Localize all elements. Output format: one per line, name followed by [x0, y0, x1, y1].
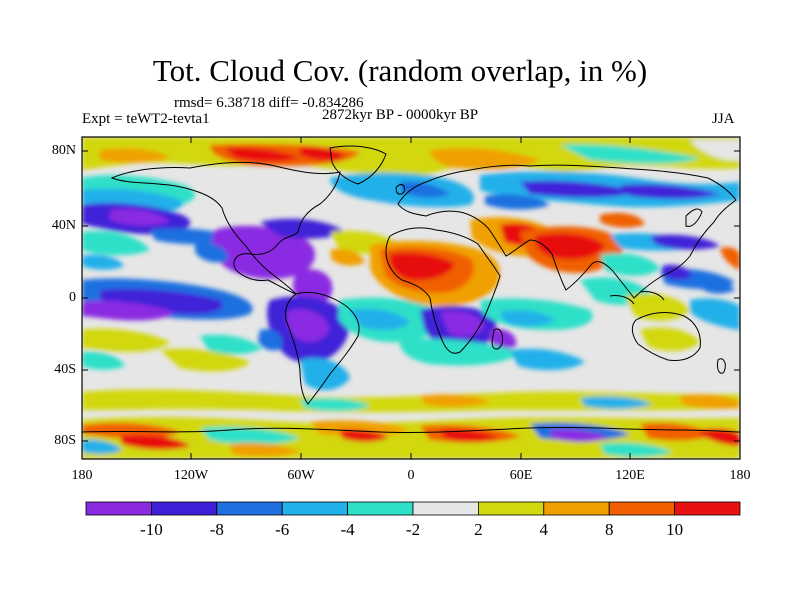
y-tick-label: 40N: [51, 218, 76, 233]
colorbar-label: -10: [140, 520, 163, 539]
x-tick-label: 120W: [173, 468, 209, 483]
period-label: 2872kyr BP - 0000kyr BP: [322, 107, 479, 123]
colorbar-label: 8: [604, 520, 614, 539]
x-tick-label: 180: [71, 468, 93, 483]
colorbar-label: -4: [340, 520, 355, 539]
x-tick-label: 60E: [509, 468, 533, 483]
colorbar-swatch: [281, 501, 349, 516]
x-tick-label: 120E: [615, 468, 645, 483]
y-tick-label: 40S: [54, 362, 76, 377]
colorbar-swatch: [674, 501, 741, 516]
map-plot-area: [81, 136, 741, 460]
colorbar-swatch: [608, 501, 676, 516]
colorbar-swatch: [477, 501, 545, 516]
y-tick-label: 80S: [54, 433, 76, 448]
colorbar-label: 4: [539, 520, 549, 539]
colorbar-label: -8: [209, 520, 224, 539]
x-tick-label: 180: [729, 468, 751, 483]
colorbar-swatch: [216, 501, 283, 516]
y-tick-label: 0: [69, 290, 76, 305]
season-label: JJA: [712, 111, 735, 127]
axis-ticks: [82, 137, 740, 459]
colorbar-swatch: [150, 501, 218, 516]
colorbar-label: -2: [405, 520, 421, 539]
x-tick-label: 60W: [287, 468, 315, 483]
map-title: Tot. Cloud Cov. (random overlap, in %): [152, 53, 648, 88]
coastlines: [82, 145, 740, 434]
colorbar-swatch: [347, 501, 414, 516]
colorbar-label: -6: [275, 520, 290, 539]
colorbar-swatch: [412, 501, 479, 516]
colorbar-swatch: [85, 501, 152, 516]
colorbar-label: 2: [474, 520, 483, 539]
y-tick-label: 80N: [51, 143, 76, 158]
colorbar: [85, 501, 741, 516]
colorbar-label: 10: [666, 520, 684, 539]
x-tick-label: 0: [407, 468, 415, 483]
experiment-label: Expt = teWT2-tevta1: [82, 111, 210, 127]
stats-label: rmsd= 6.38718 diff= -0.834286: [174, 95, 364, 111]
colorbar-swatch: [543, 501, 610, 516]
cloud-anomaly-field: [82, 137, 740, 459]
